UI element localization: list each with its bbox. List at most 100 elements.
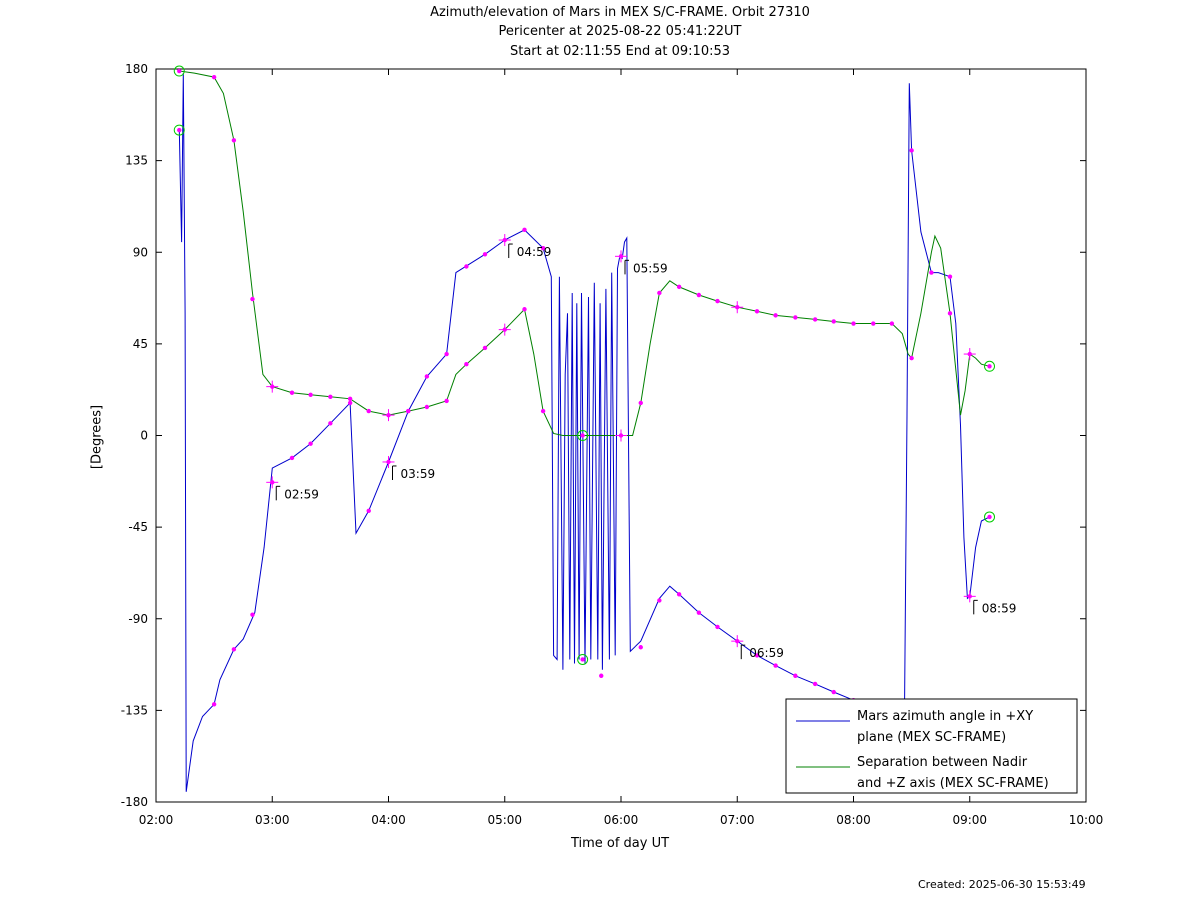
series-marker [812, 317, 818, 322]
legend: Mars azimuth angle in +XY plane (MEX SC-F… [785, 698, 1078, 794]
series-marker [773, 663, 778, 668]
series-marker [754, 309, 760, 314]
series-marker [676, 284, 682, 290]
legend-label-line1: Separation between Nadir [857, 755, 1028, 770]
series-marker [347, 400, 353, 406]
event-circle [984, 511, 996, 523]
series-marker [231, 647, 237, 652]
time-annotation-label: 04:59 [517, 245, 552, 259]
y-tick-label: -45 [128, 520, 148, 534]
series-marker [424, 404, 430, 410]
series-marker [424, 374, 430, 379]
series-marker [657, 598, 662, 603]
series-marker [444, 398, 449, 404]
series-marker [250, 612, 255, 617]
y-tick-label: -90 [128, 612, 148, 626]
series-marker [366, 408, 371, 414]
series-marker [231, 138, 237, 143]
azimuth-series-line [178, 73, 990, 792]
series-marker [580, 657, 585, 662]
event-circle [984, 360, 996, 372]
series-marker [347, 396, 353, 402]
y-tick-label: -135 [121, 703, 148, 717]
series-marker [987, 364, 992, 369]
series-marker [696, 610, 702, 615]
series-layer [178, 70, 990, 792]
x-tick-label: 05:00 [487, 813, 522, 827]
series-marker [211, 702, 217, 707]
event-circle [173, 65, 185, 77]
time-annotation-label: 03:59 [401, 467, 436, 481]
time-annotation-label: 06:59 [749, 646, 784, 660]
legend-label-line2: and +Z axis (MEX SC-FRAME) [857, 776, 1049, 791]
series-marker [676, 592, 682, 597]
y-tick-label: 45 [133, 337, 148, 351]
x-tick-label: 08:00 [836, 813, 871, 827]
legend-box [785, 698, 1078, 794]
series-marker [177, 127, 182, 133]
y-tick-label: 90 [133, 245, 148, 259]
series-marker [289, 390, 295, 395]
y-axis-label: [Degrees] [89, 404, 105, 470]
time-annotation-label: 02:59 [284, 487, 319, 501]
series-marker [947, 274, 953, 279]
y-tick-label: -180 [121, 795, 148, 809]
series-marker [464, 264, 469, 269]
series-marker [540, 245, 546, 251]
series-marker [715, 298, 720, 304]
series-marker [793, 315, 798, 320]
time-annotation-label: 08:59 [982, 601, 1017, 615]
x-tick-label: 06:00 [604, 813, 639, 827]
annotation-layer: 02:59 03:59 04:59 05:59 06:59 08:59 [173, 65, 1017, 665]
legend-label-line1: Mars azimuth angle in +XY [857, 709, 1033, 724]
series-marker [328, 394, 333, 400]
event-circle [577, 653, 589, 665]
series-marker [464, 362, 469, 367]
x-tick-label: 03:00 [255, 813, 290, 827]
series-marker [308, 392, 313, 397]
series-marker [308, 441, 313, 446]
series-marker [540, 408, 546, 414]
series-marker [211, 74, 217, 80]
event-circle [577, 430, 589, 441]
x-tick-label: 07:00 [720, 813, 755, 827]
series-marker [638, 400, 643, 406]
series-marker [812, 681, 818, 687]
axis-ticks: 02:00 03:00 04:00 05:00 06:00 07:00 08:00 09:00… [121, 62, 1104, 827]
series-marker [522, 227, 527, 233]
series-marker [638, 645, 643, 650]
series-marker [773, 313, 778, 318]
created-timestamp: Created: 2025-06-30 15:53:49 [918, 878, 1086, 891]
series-marker [793, 673, 798, 678]
series-marker [851, 321, 856, 326]
series-marker [657, 290, 662, 296]
chart-subtitle-start-end: Start at 02:11:55 End at 09:10:53 [509, 44, 731, 59]
series-marker [909, 148, 914, 153]
time-annotation-label: 05:59 [633, 261, 668, 275]
series-marker [831, 319, 836, 324]
series-marker [482, 252, 488, 257]
series-marker [366, 508, 371, 514]
series-marker [871, 321, 876, 326]
series-marker [522, 307, 527, 312]
event-circle [173, 124, 185, 136]
series-marker [909, 355, 914, 361]
series-marker [482, 345, 488, 351]
series-marker [754, 653, 760, 658]
series-marker [328, 421, 333, 426]
series-marker [406, 408, 411, 414]
series-marker [947, 311, 953, 316]
series-marker [177, 68, 182, 74]
y-tick-label: 135 [125, 154, 148, 168]
series-marker [889, 321, 895, 326]
y-tick-label: 180 [125, 62, 148, 76]
chart-title: Azimuth/elevation of Mars in MEX S/C-FRA… [430, 5, 810, 20]
series-marker [987, 514, 992, 520]
series-marker [289, 455, 295, 461]
x-tick-label: 04:00 [371, 813, 406, 827]
series-marker [696, 292, 702, 298]
series-marker [715, 624, 720, 630]
series-marker [831, 689, 836, 695]
series-marker [580, 433, 585, 438]
